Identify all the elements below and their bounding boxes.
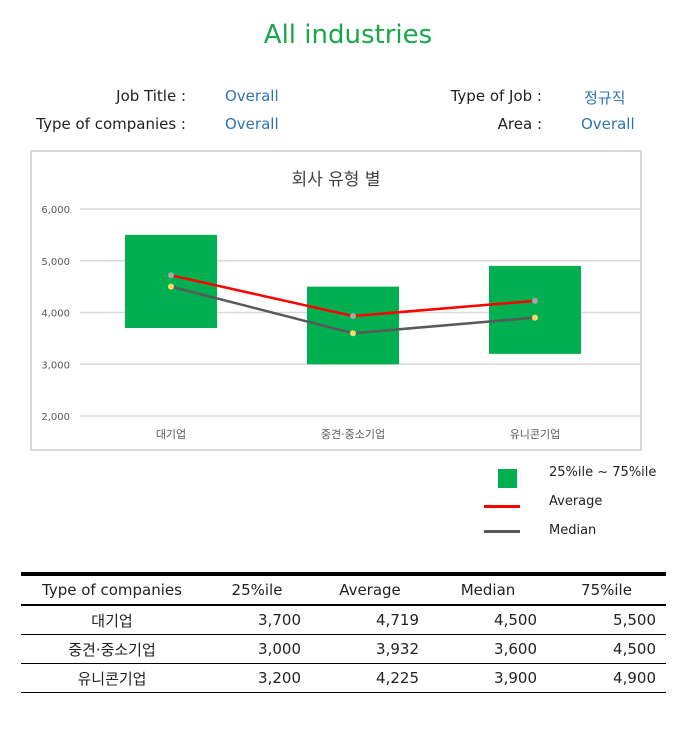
table-cell: 3,600 [429, 634, 547, 664]
chart-svg: 회사 유형 별 2,000 3,000 4,000 5,000 6,000 대기업 중견·중소… [41, 170, 640, 441]
chart-panel: 회사 유형 별 2,000 3,000 4,000 5,000 6,000 대기업 중견·중소… [30, 150, 642, 451]
table-row: 대기업 3,700 4,719 4,500 5,500 [21, 605, 666, 635]
legend-range-swatch [498, 469, 517, 488]
table-row: 중견·중소기업 3,000 3,932 3,600 4,500 [21, 634, 666, 664]
table-header: Average [339, 581, 401, 599]
table-header: Type of companies [42, 581, 182, 599]
y-tick-label: 6,000 [41, 205, 70, 216]
type-of-job-label: Type of Job : [450, 87, 542, 105]
average-point [168, 272, 174, 279]
table-cell: 대기업 [21, 605, 203, 635]
page-title: All industries [263, 20, 433, 50]
area-value[interactable]: Overall [581, 115, 635, 133]
table-cell: 3,700 [203, 605, 311, 635]
type-of-companies-label: Type of companies : [36, 115, 186, 133]
table-cell: 3,932 [311, 634, 429, 664]
x-category-label: 유니콘기업 [510, 428, 561, 441]
table-cell: 3,900 [429, 663, 547, 693]
table-header: 25%ile [231, 581, 283, 599]
table-cell: 3,000 [203, 634, 311, 664]
median-point [350, 330, 356, 337]
table-cell: 4,719 [311, 605, 429, 635]
range-box [489, 265, 581, 354]
table-header-row: Type of companies 25%ile Average Median … [21, 574, 666, 605]
legend-median-swatch [484, 530, 520, 533]
table-cell: 중견·중소기업 [21, 634, 203, 664]
type-of-companies-value[interactable]: Overall [225, 115, 279, 133]
table-cell: 4,500 [429, 605, 547, 635]
job-title-label: Job Title : [116, 87, 186, 105]
area-label: Area : [497, 115, 542, 133]
y-tick-label: 4,000 [41, 309, 70, 320]
table-header: 75%ile [581, 581, 632, 599]
x-category-label: 중견·중소기업 [321, 428, 385, 441]
median-point [532, 314, 538, 321]
chart-title: 회사 유형 별 [291, 170, 380, 190]
legend-average-label: Average [549, 494, 603, 509]
table-row: 유니콘기업 3,200 4,225 3,900 4,900 [21, 663, 666, 693]
table-cell: 3,200 [203, 663, 311, 693]
legend-median-label: Median [549, 523, 597, 538]
table-cell: 유니콘기업 [21, 663, 203, 693]
y-tick-label: 2,000 [41, 412, 70, 423]
table-cell: 4,900 [547, 663, 666, 693]
x-category-label: 대기업 [156, 428, 186, 441]
table-header: Median [460, 581, 516, 599]
legend-range-label: 25%ile ~ 75%ile [549, 465, 657, 480]
median-point [168, 283, 174, 290]
summary-table: Type of companies 25%ile Average Median … [21, 572, 666, 693]
average-point [350, 313, 356, 320]
average-point [532, 297, 538, 304]
table-cell: 4,500 [547, 634, 666, 664]
type-of-job-value[interactable]: 정규직 [584, 89, 626, 107]
y-tick-label: 3,000 [41, 360, 70, 371]
table-cell: 5,500 [547, 605, 666, 635]
table-cell: 4,225 [311, 663, 429, 693]
legend-average-swatch [484, 505, 520, 508]
y-tick-label: 5,000 [41, 257, 70, 268]
job-title-value[interactable]: Overall [225, 87, 279, 105]
